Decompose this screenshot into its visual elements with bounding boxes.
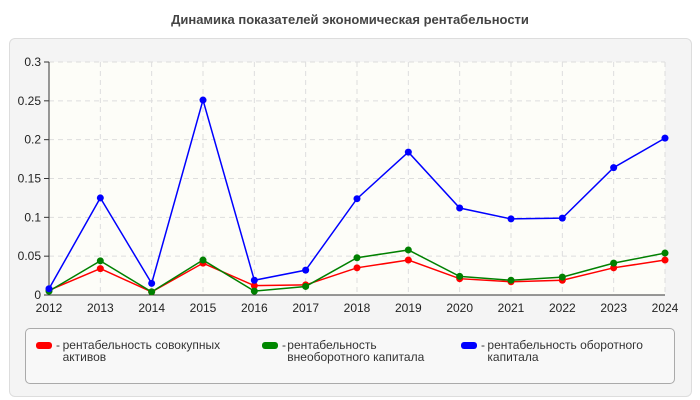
y-tick-label: 0.25 <box>18 94 42 108</box>
x-tick-label: 2013 <box>87 301 114 315</box>
x-tick-label: 2024 <box>652 301 679 315</box>
data-point <box>353 254 361 262</box>
data-point <box>507 276 515 284</box>
legend-item-total-assets: - рентабельность совокупных активов <box>36 339 246 363</box>
data-point <box>610 164 618 172</box>
data-point <box>353 195 361 203</box>
x-tick-label: 2022 <box>549 301 576 315</box>
legend-label: рентабельность внеоборотного капитала <box>287 338 425 364</box>
x-tick-label: 2015 <box>190 301 217 315</box>
y-tick-label: 0.05 <box>18 249 42 263</box>
x-tick-label: 2014 <box>138 301 165 315</box>
data-point <box>302 266 310 274</box>
data-point <box>302 282 310 290</box>
data-point <box>661 134 669 142</box>
y-tick-label: 0.15 <box>18 172 42 186</box>
y-tick-label: 0 <box>34 288 41 302</box>
data-point <box>250 276 258 284</box>
legend-item-noncurrent-capital: - рентабельность внеоборотного капитала <box>262 339 452 363</box>
data-point <box>404 246 412 254</box>
data-point <box>250 282 258 290</box>
data-point <box>353 264 361 272</box>
x-tick-label: 2016 <box>241 301 268 315</box>
data-point <box>148 288 156 296</box>
data-point <box>558 214 566 222</box>
data-point <box>507 215 515 223</box>
data-point <box>199 96 207 104</box>
legend: - рентабельность совокупных активов - ре… <box>25 328 675 384</box>
y-tick-label: 0.3 <box>24 55 41 69</box>
x-tick-label: 2020 <box>446 301 473 315</box>
legend-swatch-blue <box>461 342 477 349</box>
data-point <box>250 287 258 295</box>
legend-swatch-red <box>36 342 52 349</box>
data-point <box>456 272 464 280</box>
x-tick-label: 2023 <box>600 301 627 315</box>
data-point <box>661 249 669 257</box>
x-tick-label: 2018 <box>344 301 371 315</box>
data-point <box>96 257 104 265</box>
legend-label: рентабельность совокупных активов <box>62 338 221 364</box>
data-point <box>96 194 104 202</box>
data-point <box>45 285 53 293</box>
chart-title: Динамика показателей экономическая рента… <box>171 12 529 27</box>
x-tick-label: 2012 <box>36 301 63 315</box>
x-tick-label: 2021 <box>498 301 525 315</box>
data-point <box>404 148 412 156</box>
y-tick-label: 0.1 <box>24 210 41 224</box>
data-point <box>610 259 618 267</box>
data-point <box>456 204 464 212</box>
x-tick-label: 2019 <box>395 301 422 315</box>
legend-item-current-capital: - рентабельность оборотного капитала <box>461 339 671 363</box>
data-point <box>148 279 156 287</box>
y-tick-label: 0.2 <box>24 133 41 147</box>
legend-label: рентабельность оборотного капитала <box>487 338 643 364</box>
data-point <box>199 256 207 264</box>
data-point <box>661 256 669 264</box>
data-point <box>96 265 104 273</box>
legend-swatch-green <box>262 342 278 349</box>
data-point <box>558 273 566 281</box>
x-tick-label: 2017 <box>292 301 319 315</box>
data-point <box>404 256 412 264</box>
